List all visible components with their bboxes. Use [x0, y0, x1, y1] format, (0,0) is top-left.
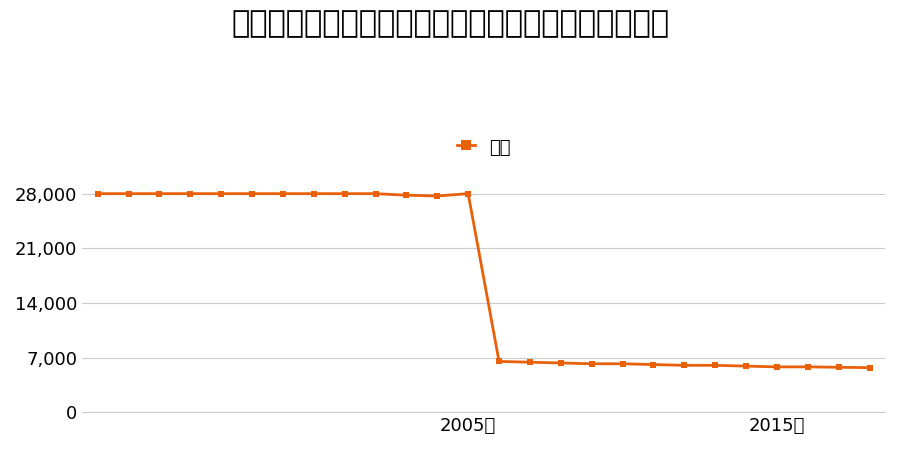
- 価格: [339, 191, 350, 196]
- 価格: [679, 363, 689, 368]
- 価格: [710, 363, 721, 368]
- 価格: [494, 359, 505, 364]
- 価格: [741, 364, 751, 369]
- 価格: [586, 361, 597, 366]
- 価格: [833, 364, 844, 370]
- 価格: [864, 365, 875, 370]
- Text: 大分県宇佐市大字法鏡寺字屋敷１５３番１の地価推移: 大分県宇佐市大字法鏡寺字屋敷１５３番１の地価推移: [231, 9, 669, 38]
- 価格: [277, 191, 288, 196]
- 価格: [617, 361, 628, 366]
- 価格: [93, 191, 104, 196]
- 価格: [309, 191, 320, 196]
- 価格: [216, 191, 227, 196]
- 価格: [771, 364, 782, 369]
- Line: 価格: 価格: [94, 190, 873, 371]
- Legend: 価格: 価格: [449, 131, 518, 164]
- 価格: [648, 362, 659, 367]
- 価格: [432, 194, 443, 199]
- 価格: [803, 364, 814, 369]
- 価格: [370, 191, 381, 196]
- 価格: [154, 191, 165, 196]
- 価格: [401, 193, 412, 198]
- 価格: [184, 191, 195, 196]
- 価格: [463, 191, 473, 196]
- 価格: [123, 191, 134, 196]
- 価格: [525, 360, 535, 365]
- 価格: [555, 360, 566, 366]
- 価格: [247, 191, 257, 196]
